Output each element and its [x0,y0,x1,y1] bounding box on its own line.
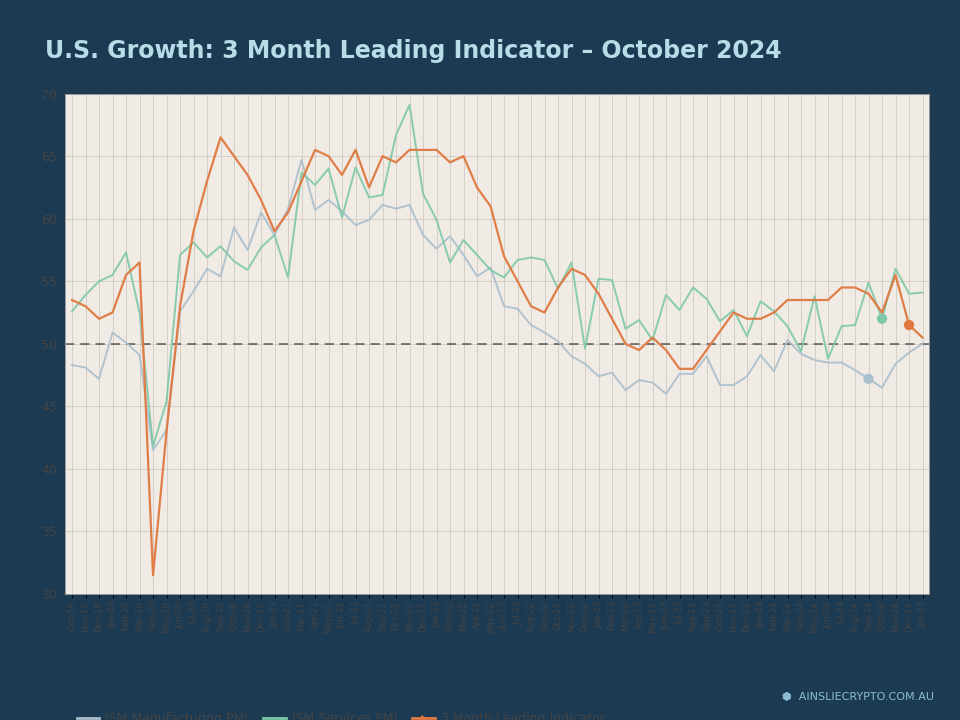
Point [875,313,890,325]
Point [861,373,876,384]
Legend: ISM Manufacturing PMI, ISM Services PMI, 3 Month Leading Indicator: ISM Manufacturing PMI, ISM Services PMI,… [72,707,610,720]
Point [901,319,917,330]
Text: ⬢  AINSLIECRYPTO.COM.AU: ⬢ AINSLIECRYPTO.COM.AU [781,692,933,701]
Text: U.S. Growth: 3 Month Leading Indicator – October 2024: U.S. Growth: 3 Month Leading Indicator –… [45,39,781,63]
